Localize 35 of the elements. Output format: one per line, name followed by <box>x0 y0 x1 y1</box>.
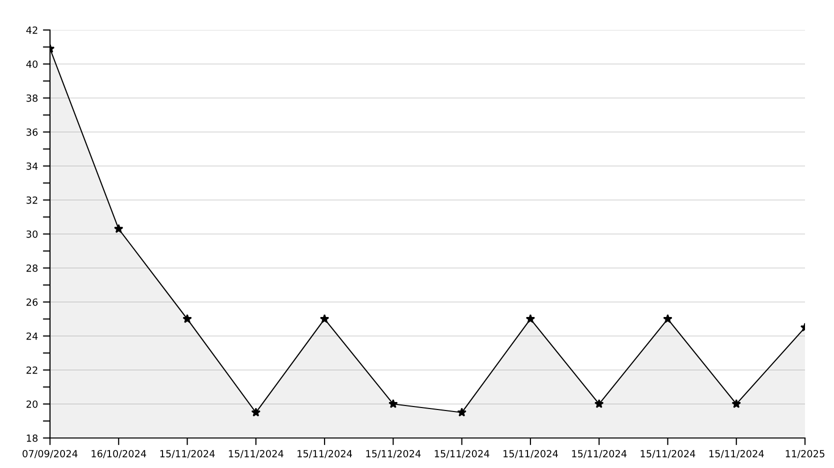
y-tick-label: 34 <box>26 162 38 170</box>
x-tick-label: 15/11/2024 <box>640 450 696 458</box>
point <box>526 314 536 324</box>
x-tick-label: 07/09/2024 <box>22 450 78 458</box>
y-tick-label: 38 <box>26 94 38 102</box>
x-tick-label: 15/11/2024 <box>160 450 215 458</box>
y-tick-label: 30 <box>26 230 38 238</box>
x-tick-label: 15/11/2024 <box>434 450 490 458</box>
x-tick-label: 11/2025 <box>786 450 824 458</box>
x-tick-label: 15/11/2024 <box>504 450 558 458</box>
y-tick-label: 26 <box>26 298 38 306</box>
point <box>594 399 604 408</box>
point <box>114 224 124 233</box>
y-tick-label: 36 <box>26 128 38 136</box>
point <box>320 314 330 324</box>
point <box>182 314 192 324</box>
y-tick-label: 24 <box>26 332 38 340</box>
x-tick-label: 16/10/2024 <box>92 450 146 458</box>
x-tick-label: 15/11/2024 <box>572 450 627 458</box>
point <box>251 408 261 417</box>
x-tick-label: 15/11/2024 <box>366 450 421 458</box>
x-tick-label: 15/11/2024 <box>709 450 764 458</box>
x-tick-label: 15/11/2024 <box>228 450 284 458</box>
y-tick-label: 40 <box>26 60 38 68</box>
y-tick-label: 20 <box>26 400 38 408</box>
y-tick-label: 18 <box>26 434 38 442</box>
point <box>388 399 398 408</box>
point <box>457 408 466 417</box>
y-tick-label: 28 <box>26 264 38 272</box>
x-tick-label: 15/11/2024 <box>298 450 352 458</box>
y-tick-label: 22 <box>26 366 38 374</box>
point <box>663 314 672 324</box>
point <box>732 399 742 408</box>
y-tick-label: 32 <box>26 196 38 204</box>
y-tick-label: 42 <box>26 26 38 34</box>
